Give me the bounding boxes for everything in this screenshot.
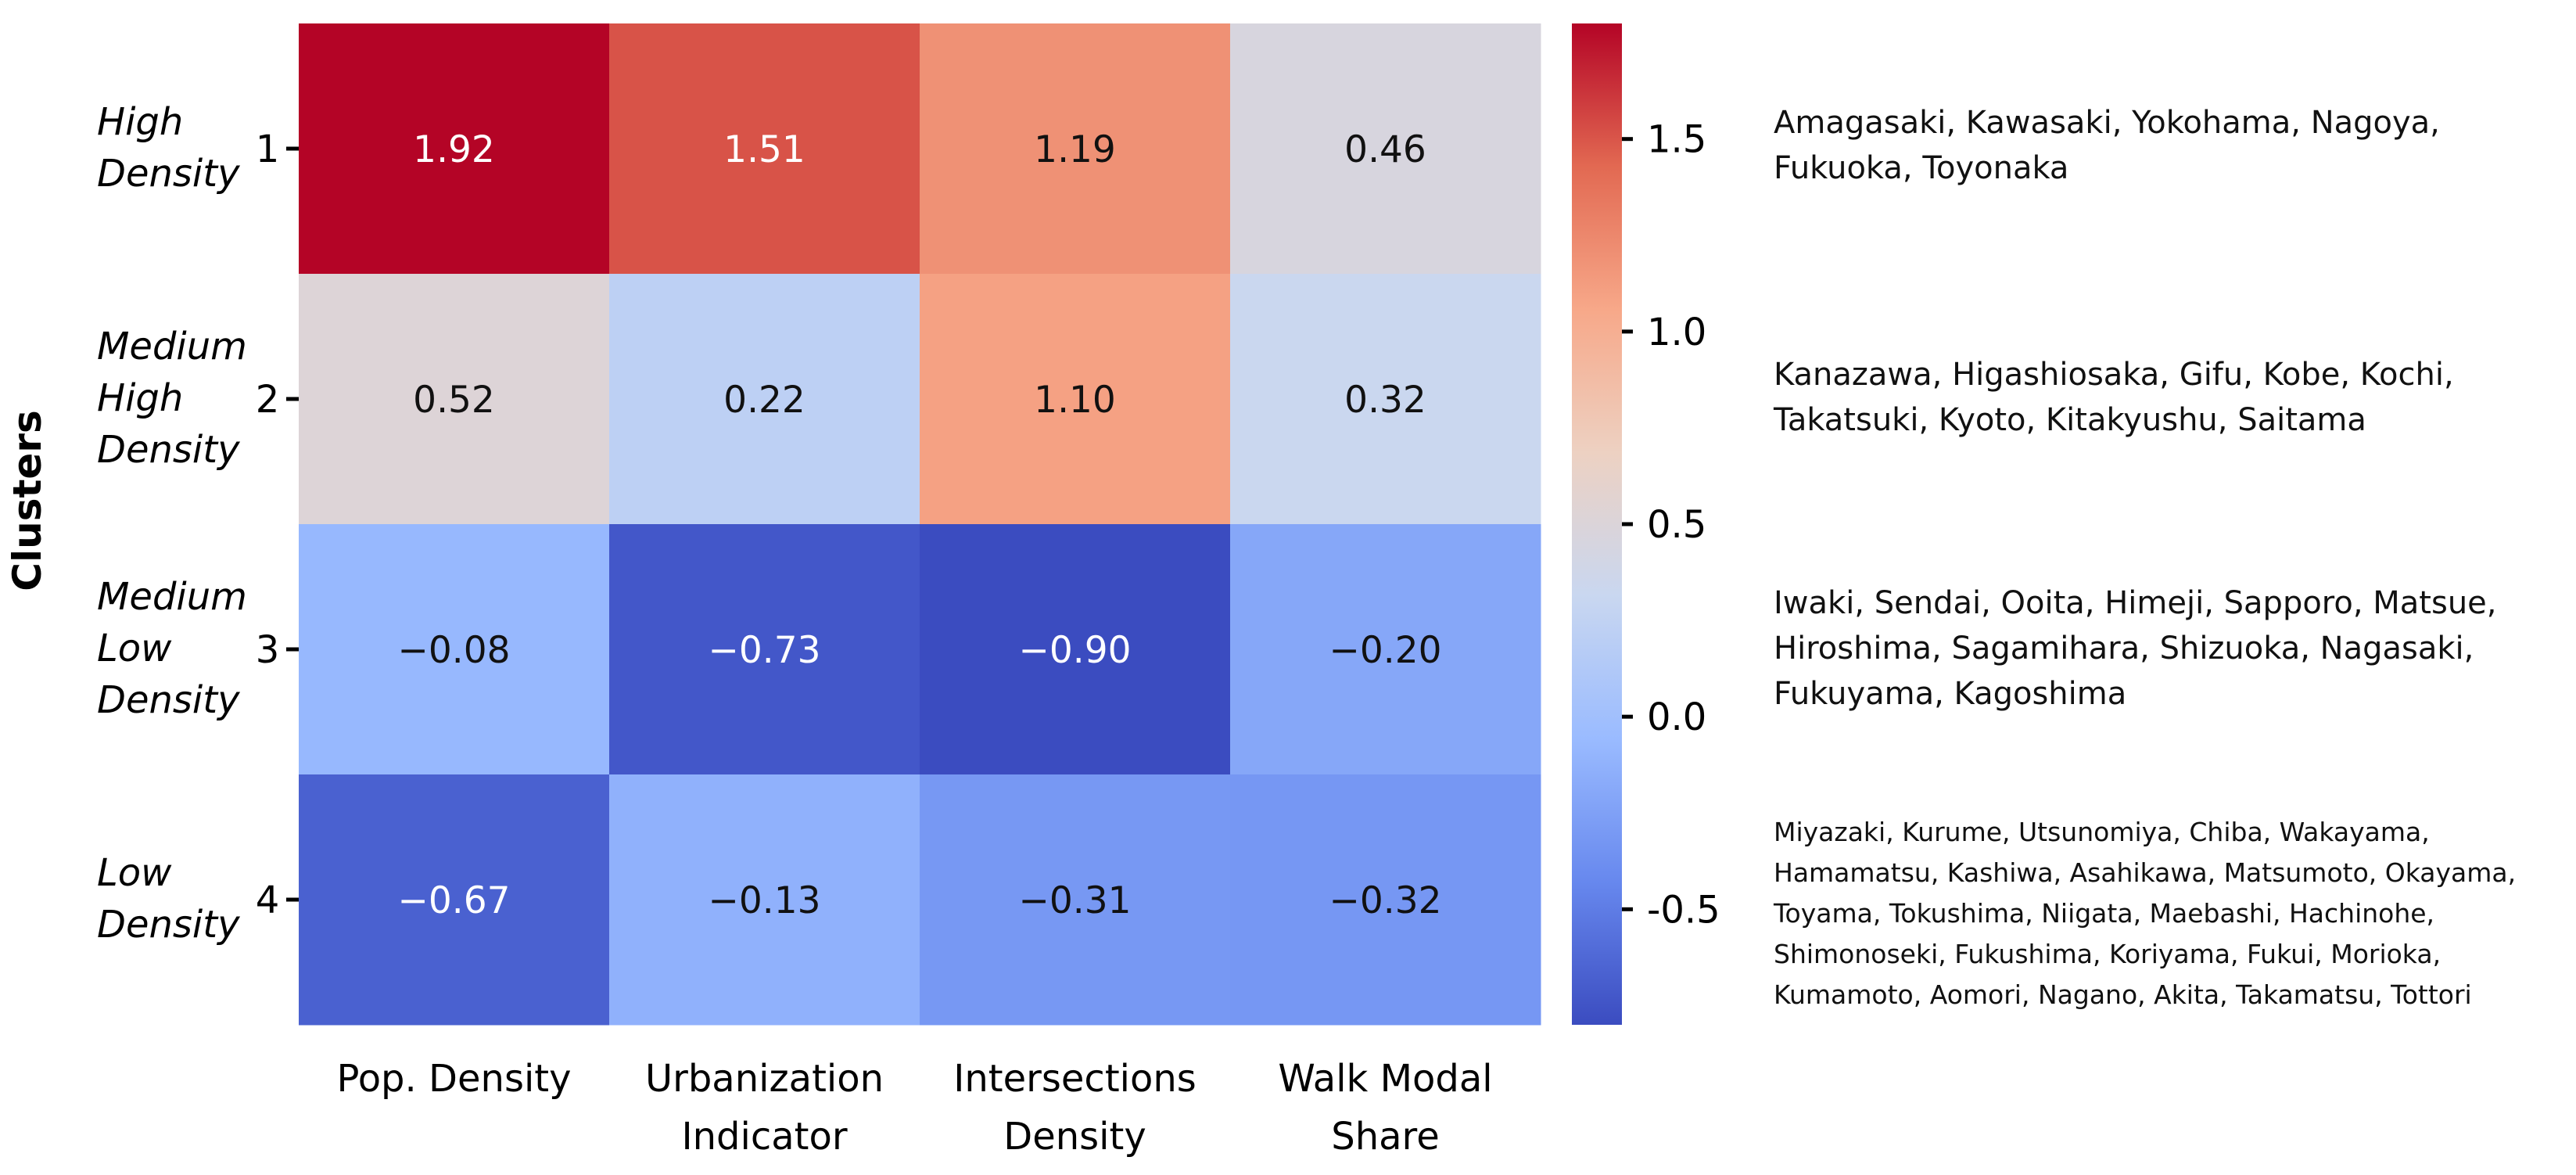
column-label-4: Walk Modal Share	[1278, 1057, 1492, 1159]
row-id-1: 1	[256, 128, 280, 171]
cell-label-r1-c2: 1.51	[723, 128, 805, 171]
cluster-2-cities: Kanazawa, Higashiosaka, Gifu, Kobe, Koch…	[1774, 357, 2454, 438]
colorbar-tick-label-2: 1.0	[1647, 311, 1706, 354]
colorbar-tick-label-4: 0.0	[1647, 695, 1706, 739]
cell-r2-c1	[299, 274, 610, 525]
cell-label-r1-c1: 1.92	[413, 128, 495, 171]
cell-r4-c3	[920, 774, 1231, 1026]
colorbar-tick-label-3: 0.5	[1647, 503, 1706, 547]
colorbar	[1572, 23, 1622, 1025]
cell-r1-c2	[609, 23, 920, 275]
cell-label-r2-c2: 0.22	[723, 379, 805, 422]
column-label-3: Intersections Density	[953, 1057, 1197, 1159]
cell-label-r3-c1: −0.08	[397, 629, 510, 672]
colorbar-tick-label-1: 1.5	[1647, 118, 1706, 162]
colorbar-tick-label-5: -0.5	[1647, 888, 1720, 932]
row-name-1: High Density	[97, 100, 240, 196]
cluster-1-cities: Amagasaki, Kawasaki, Yokohama, Nagoya, F…	[1774, 105, 2440, 186]
cell-label-r3-c3: −0.90	[1018, 629, 1131, 672]
cell-r4-c2	[609, 774, 920, 1026]
cell-r1-c4	[1230, 23, 1541, 275]
cell-r1-c3	[920, 23, 1231, 275]
cell-r3-c1	[299, 524, 610, 775]
cell-r2-c2	[609, 274, 920, 525]
cell-r3-c4	[1230, 524, 1541, 775]
cell-label-r3-c4: −0.20	[1329, 629, 1441, 672]
y-axis-label: Clusters	[5, 410, 50, 591]
cell-label-r2-c1: 0.52	[413, 379, 495, 422]
cluster-4-cities: Miyazaki, Kurume, Utsunomiya, Chiba, Wak…	[1774, 817, 2517, 1010]
cell-r1-c1	[299, 23, 610, 275]
cell-r3-c3	[920, 524, 1231, 775]
cell-label-r4-c3: −0.31	[1018, 879, 1131, 922]
row-name-4: Low Density	[97, 851, 240, 947]
cluster-3-cities: Iwaki, Sendai, Ooita, Himeji, Sapporo, M…	[1774, 585, 2497, 712]
cell-label-r1-c4: 0.46	[1344, 128, 1426, 171]
cell-r2-c3	[920, 274, 1231, 525]
cell-label-r3-c2: −0.73	[708, 629, 820, 672]
cell-label-r4-c1: −0.67	[397, 879, 510, 922]
column-label-2: Urbanization Indicator	[645, 1057, 884, 1159]
cell-r4-c1	[299, 774, 610, 1026]
row-name-2: Medium High Density	[97, 325, 247, 472]
cell-label-r2-c3: 1.10	[1034, 379, 1116, 422]
row-id-4: 4	[256, 879, 280, 922]
cell-label-r1-c3: 1.19	[1034, 128, 1116, 171]
cell-r4-c4	[1230, 774, 1541, 1026]
row-id-3: 3	[256, 628, 280, 672]
cell-r2-c4	[1230, 274, 1541, 525]
row-name-3: Medium Low Density	[97, 575, 247, 722]
cell-label-r4-c2: −0.13	[708, 879, 820, 922]
column-label-1: Pop. Density	[336, 1057, 571, 1101]
row-id-2: 2	[256, 378, 280, 422]
cell-label-r2-c4: 0.32	[1344, 379, 1426, 422]
cell-r3-c2	[609, 524, 920, 775]
cell-label-r4-c4: −0.32	[1329, 879, 1441, 922]
